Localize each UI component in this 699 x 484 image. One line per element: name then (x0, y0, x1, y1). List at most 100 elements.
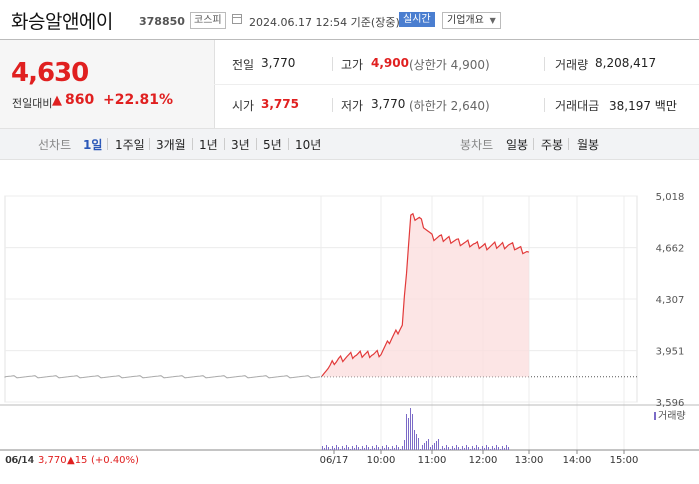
volume-bar (322, 446, 323, 450)
volume-bar (472, 446, 473, 450)
volume-bar (498, 447, 499, 450)
volume-bar (384, 448, 385, 450)
chevron-down-icon: ▼ (489, 16, 496, 25)
chart-grid (0, 195, 699, 451)
tab-daily-candle[interactable]: 일봉 (506, 138, 529, 152)
tab-1w[interactable]: 1주일 (115, 138, 145, 152)
volume-label: 거래량 (555, 58, 589, 72)
volume-bar (458, 447, 459, 450)
volume-bar (396, 445, 397, 450)
volume-bar (478, 447, 479, 450)
volume-bar (382, 446, 383, 450)
volume-bar (470, 449, 471, 450)
tab-3y[interactable]: 3년 (231, 138, 250, 152)
stat-separator (332, 57, 333, 71)
up-triangle-icon: ▲ (52, 93, 62, 108)
tab-separator (533, 138, 534, 150)
y-axis-labels: 5,018 4,662 4,307 3,951 3,596 (656, 192, 685, 409)
volume-bar (366, 445, 367, 450)
volume-bar (344, 448, 345, 450)
prev-day-line (4, 375, 321, 379)
volume-bar (356, 445, 357, 450)
volume-bar (450, 449, 451, 450)
tab-3m[interactable]: 3개월 (156, 138, 186, 152)
volume-bar (432, 445, 433, 450)
x-tick-label: 12:00 (469, 455, 498, 466)
realtime-badge[interactable]: 실시간 (399, 12, 435, 27)
stat-separator (332, 98, 333, 112)
volume-bar (352, 446, 353, 450)
x-tick-label: 06/17 (320, 455, 349, 466)
current-price: 4,630 (11, 58, 89, 88)
volume-bar (386, 445, 387, 450)
volume-bar (434, 443, 435, 450)
volume-bar (348, 447, 349, 450)
volume-bar (338, 447, 339, 450)
volume-bar (392, 446, 393, 450)
y-tick-label: 3,951 (656, 347, 685, 358)
tab-monthly-candle[interactable]: 월봉 (577, 138, 600, 152)
volume-bar (454, 448, 455, 450)
volume-bar (438, 439, 439, 450)
price-chart[interactable]: 5,018 4,662 4,307 3,951 3,596 06/14 06/17 10:0… (0, 158, 699, 484)
volume-bar (332, 446, 333, 450)
volume-bar (362, 446, 363, 450)
price-line (321, 212, 530, 377)
volume-bar (508, 447, 509, 450)
volume-bar (414, 430, 415, 450)
company-info-select-label: 기업개요 (447, 15, 484, 26)
y-tick-label: 3,596 (656, 398, 685, 409)
volume-bar (346, 445, 347, 450)
candle-chart-label: 봉차트 (460, 138, 494, 152)
footer-prev-pct: (+0.40%) (91, 455, 139, 466)
volume-bar (324, 448, 325, 450)
volume-bar (424, 443, 425, 450)
volume-bar (342, 446, 343, 450)
header-divider (0, 39, 699, 40)
stat-separator (544, 57, 545, 71)
volume-legend-swatch (654, 412, 656, 420)
lower-limit: (하한가 2,640) (409, 99, 490, 113)
tab-weekly-candle[interactable]: 주봉 (541, 138, 564, 152)
tab-5y[interactable]: 5년 (263, 138, 282, 152)
volume-bar (476, 445, 477, 450)
prev-close-label: 전일 (232, 58, 255, 72)
volume-bar (496, 445, 497, 450)
low-label: 저가 (341, 99, 364, 113)
tab-1y[interactable]: 1년 (199, 138, 218, 152)
volume-bar (402, 446, 403, 450)
volume-bar (468, 447, 469, 450)
footer-prev-close: 3,770 (38, 455, 67, 466)
x-axis-labels: 06/14 06/17 10:00 11:00 12:00 13:00 14:00 15:00 (6, 450, 638, 466)
volume-bar (400, 449, 401, 450)
tab-10y[interactable]: 10년 (295, 138, 322, 152)
volume-bar (398, 447, 399, 450)
trade-amount-value: 38,197 백만 (609, 99, 677, 113)
x-tick-label: 10:00 (367, 455, 396, 466)
volume-bar (412, 414, 413, 450)
tab-1d[interactable]: 1일 (83, 138, 103, 152)
x-tick-label: 14:00 (563, 455, 592, 466)
volume-bar (406, 414, 407, 450)
volume-bar (422, 445, 423, 450)
footer-prev-change: ▲15 (67, 455, 88, 466)
volume-bar (390, 449, 391, 450)
volume-bar (336, 445, 337, 450)
volume-bar (410, 408, 411, 450)
volume-bar (428, 439, 429, 450)
prev-close-value: 3,770 (261, 56, 296, 70)
tab-separator (256, 138, 257, 150)
volume-bar (388, 447, 389, 450)
volume-bar (408, 418, 409, 450)
volume-bar (480, 449, 481, 450)
market-badge: 코스피 (190, 12, 226, 29)
volume-bar (502, 446, 503, 450)
footer-prev-date: 06/14 (5, 455, 34, 466)
volume-bar (484, 448, 485, 450)
high-label: 고가 (341, 58, 364, 72)
company-info-select[interactable]: 기업개요 ▼ (442, 12, 501, 29)
price-panel (0, 40, 215, 128)
x-tick-label: 11:00 (418, 455, 447, 466)
volume-bar (486, 445, 487, 450)
change-percent: +22.81% (103, 92, 174, 108)
